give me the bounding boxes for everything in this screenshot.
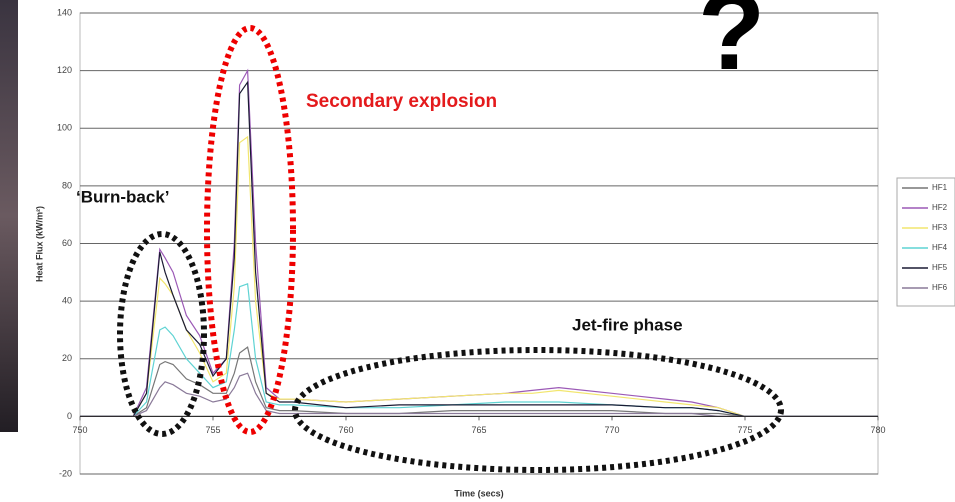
y-tick-label: 40 bbox=[62, 296, 72, 306]
legend-label: HF3 bbox=[932, 223, 948, 232]
y-tick-label: 120 bbox=[57, 65, 72, 75]
legend-label: HF5 bbox=[932, 263, 948, 272]
legend-label: HF2 bbox=[932, 203, 948, 212]
y-tick-label: 20 bbox=[62, 353, 72, 363]
y-axis-label: Heat Flux (kW/m²) bbox=[34, 206, 44, 282]
explosion-ellipse bbox=[207, 28, 293, 432]
legend-label: HF1 bbox=[932, 183, 948, 192]
y-tick-label: -20 bbox=[59, 468, 72, 478]
annotation: Secondary explosion bbox=[306, 91, 497, 112]
chart: Time (secs) Heat Flux (kW/m²) -20 0 20 40 60… bbox=[0, 0, 955, 502]
x-tick-label: 760 bbox=[338, 425, 353, 435]
x-tick-label: 780 bbox=[870, 425, 885, 435]
x-tick-label: 765 bbox=[471, 425, 486, 435]
annotation: Jet-fire phase bbox=[572, 315, 683, 334]
x-axis-label: Time (secs) bbox=[454, 488, 503, 498]
x-tick-label: 750 bbox=[72, 425, 87, 435]
x-tick-label: 775 bbox=[737, 425, 752, 435]
annotation: ‘Burn-back’ bbox=[76, 187, 170, 206]
legend-label: HF6 bbox=[932, 283, 948, 292]
x-tick-label: 755 bbox=[205, 425, 220, 435]
legend-label: HF4 bbox=[932, 243, 948, 252]
y-tick-label: 100 bbox=[57, 123, 72, 133]
x-tick-label: 770 bbox=[604, 425, 619, 435]
y-tick-label: 140 bbox=[57, 7, 72, 17]
photo-fragment bbox=[0, 0, 18, 432]
burnback-ellipse bbox=[120, 234, 204, 434]
y-tick-label: 0 bbox=[67, 411, 72, 421]
annotation: ? bbox=[698, 0, 765, 93]
y-tick-label: 60 bbox=[62, 238, 72, 248]
y-tick-label: 80 bbox=[62, 180, 72, 190]
